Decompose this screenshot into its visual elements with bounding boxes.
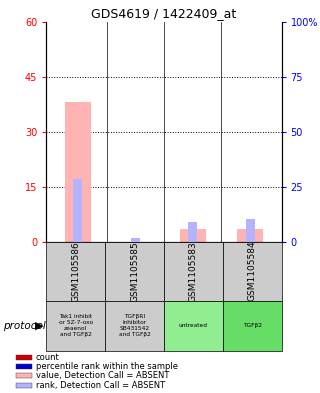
Bar [131, 239, 140, 242]
Text: rank, Detection Call = ABSENT: rank, Detection Call = ABSENT [36, 381, 165, 390]
Text: GSM1105585: GSM1105585 [130, 241, 139, 301]
Bar [188, 222, 197, 242]
Text: untreated: untreated [179, 323, 208, 328]
Bar [16, 383, 32, 388]
Bar [105, 301, 164, 351]
Text: GSM1105586: GSM1105586 [71, 241, 80, 301]
Text: GSM1105584: GSM1105584 [248, 241, 257, 301]
Bar [46, 301, 105, 351]
Bar [16, 364, 32, 369]
Text: protocol: protocol [3, 321, 46, 331]
Bar [164, 301, 223, 351]
Text: value, Detection Call = ABSENT: value, Detection Call = ABSENT [36, 371, 169, 380]
Bar [180, 229, 205, 242]
Bar [73, 179, 83, 242]
Text: ▶: ▶ [35, 321, 43, 331]
Bar [164, 242, 223, 301]
Bar [237, 229, 263, 242]
Bar [65, 102, 91, 242]
Bar [16, 373, 32, 378]
Bar [245, 219, 255, 242]
Text: Tak1 inhibit
or 5Z-7-oxo
zeaenol
and TGFβ2: Tak1 inhibit or 5Z-7-oxo zeaenol and TGF… [59, 314, 93, 337]
Text: percentile rank within the sample: percentile rank within the sample [36, 362, 178, 371]
Text: GSM1105583: GSM1105583 [189, 241, 198, 301]
Bar [223, 242, 282, 301]
Bar [16, 355, 32, 360]
Text: TGFβRI
inhibitor
SB431542
and TGFβ2: TGFβRI inhibitor SB431542 and TGFβ2 [119, 314, 150, 337]
Bar [46, 242, 105, 301]
Text: count: count [36, 353, 60, 362]
Bar [223, 301, 282, 351]
Title: GDS4619 / 1422409_at: GDS4619 / 1422409_at [92, 7, 236, 20]
Text: TGFβ2: TGFβ2 [243, 323, 262, 328]
Bar [105, 242, 164, 301]
